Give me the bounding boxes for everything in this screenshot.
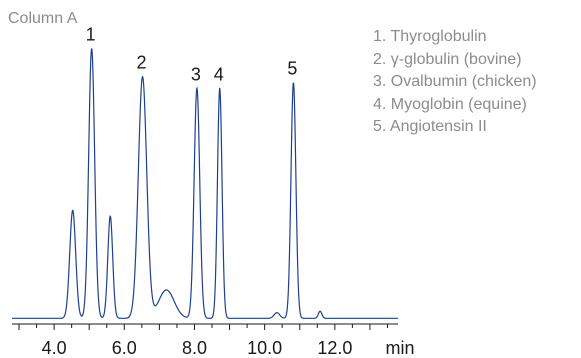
x-tick-label: 4.0 [42,338,67,358]
chromatogram-trace [12,48,398,319]
x-tick-label: 8.0 [182,338,207,358]
peak-label: 2 [137,53,147,73]
x-tick-label: 10.0 [247,338,282,358]
legend-entry: 5. Angiotensin II [373,118,487,135]
peak-label: 1 [86,25,96,45]
peak-label: 3 [191,64,201,84]
chart-title: Column A [8,10,78,27]
x-tick-label: 6.0 [112,338,137,358]
x-tick-label: 12.0 [317,338,352,358]
legend-entry: 2. γ-globulin (bovine) [373,50,522,68]
x-axis-unit-label: min [385,338,414,358]
legend-entry: 1. Thyroglobulin [373,28,487,45]
peak-label: 4 [214,64,224,84]
legend-entry: 3. Ovalbumin (chicken) [373,73,537,90]
legend: 1. Thyroglobulin 2. γ-globulin (bovine) … [373,26,537,139]
legend-entry: 4. Myoglobin (equine) [373,95,527,113]
peak-label: 5 [287,59,297,79]
